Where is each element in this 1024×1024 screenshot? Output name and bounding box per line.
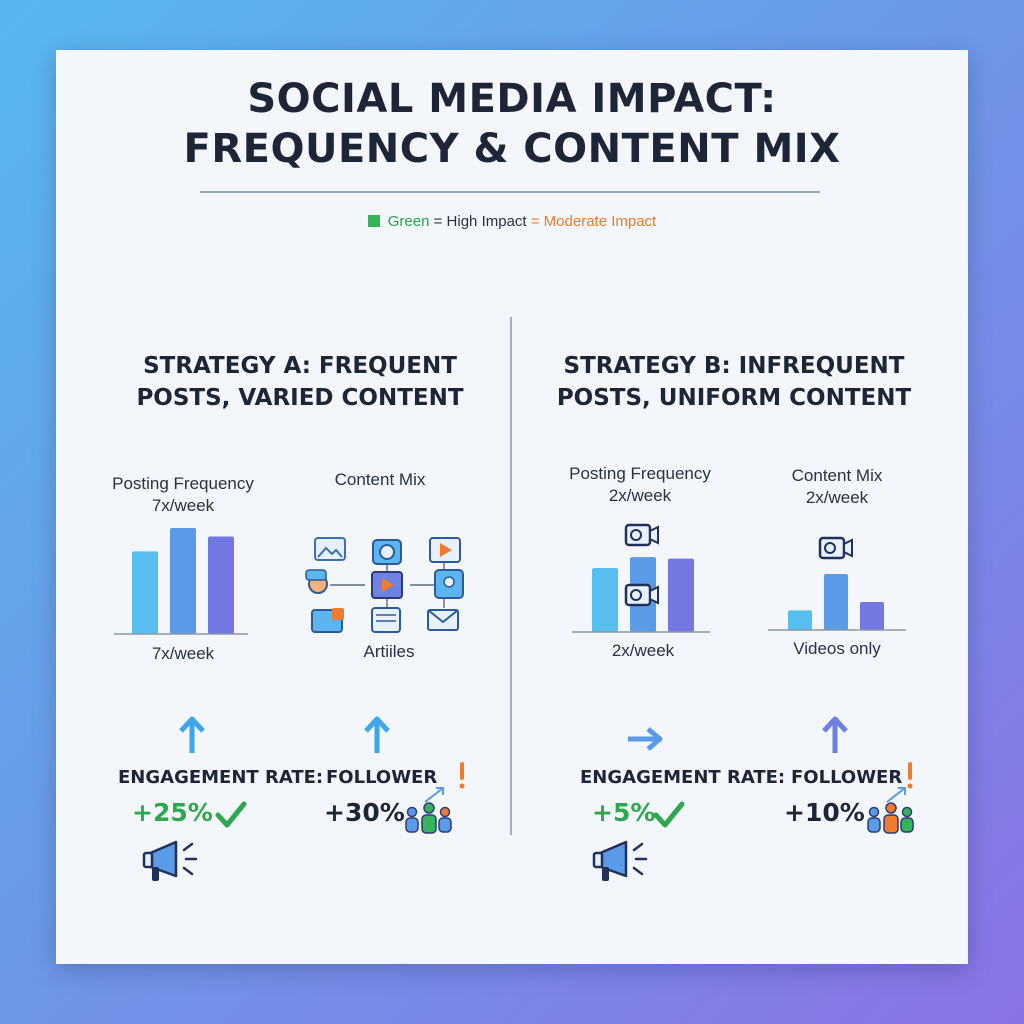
strategy-b-engagement-value: +5% [592, 798, 656, 827]
video-camera-icon [624, 583, 659, 607]
strategy-b-content-mix-value: 2x/week [805, 488, 869, 507]
legend: Green = High Impact = Moderate Impact [0, 213, 1024, 230]
strategy-b-heading-line1: STRATEGY B: INFREQUENT [563, 353, 905, 379]
strategy-b-frequency-bar [592, 568, 618, 632]
legend-high-impact: = High Impact [429, 213, 531, 230]
strategy-b-frequency-label: Posting Frequency 2x/week [550, 463, 730, 507]
exclamation-icon [459, 762, 465, 789]
strategy-a-frequency-bar [132, 551, 158, 634]
strategy-b-content-mix-bar [788, 610, 812, 630]
strategy-a-follower-label: FOLLOWER [326, 767, 438, 788]
strategy-b-frequency-value: 2x/week [608, 486, 672, 505]
title-divider [200, 191, 820, 193]
strategy-b-engagement-label: ENGAGEMENT RATE: [580, 767, 786, 788]
article-icon [371, 607, 401, 633]
strategy-a-frequency-value: 7x/week [151, 496, 215, 515]
strategy-a-heading: STRATEGY A: FREQUENT POSTS, VARIED CONTE… [80, 350, 520, 414]
video-camera-icon [818, 536, 853, 560]
page-title-line1: SOCIAL MEDIA IMPACT: [247, 76, 777, 122]
legend-green-word: Green [387, 213, 430, 230]
strategy-b-content-mix-bar [860, 602, 884, 630]
user-card-icon [434, 569, 464, 599]
strategy-b-content-mix-bar [824, 574, 848, 630]
strategy-b-content-mix-title: Content Mix [791, 466, 883, 485]
strategy-a-engagement-label: ENGAGEMENT RATE: [118, 767, 324, 788]
strategy-a-heading-line2: POSTS, VARIED CONTENT [136, 385, 464, 411]
exclamation-icon [907, 762, 913, 789]
image-icon [314, 537, 346, 561]
strategy-a-follower-value: +30% [324, 798, 405, 827]
envelope-icon [427, 609, 459, 631]
strategy-b-frequency-bar [668, 558, 694, 632]
strategy-b-follower-value: +10% [784, 798, 865, 827]
page-title-line2: FREQUENCY & CONTENT MIX [183, 126, 841, 172]
video-camera-icon [624, 523, 659, 547]
play-button-icon [429, 537, 461, 563]
followers-group-icon [405, 787, 452, 834]
strategy-a-frequency-label: Posting Frequency 7x/week [93, 473, 273, 517]
megaphone-icon [592, 840, 648, 881]
chat-user-icon [305, 569, 328, 594]
strategy-b-heading: STRATEGY B: INFREQUENT POSTS, UNIFORM CO… [514, 350, 954, 414]
strategy-b-frequency-title: Posting Frequency [569, 464, 711, 483]
strategy-a-frequency-bar [170, 528, 196, 634]
followers-group-icon [867, 787, 914, 834]
strategy-a-frequency-chart [114, 528, 248, 635]
legend-swatch-high [367, 215, 380, 227]
strategy-a-content-mix-caption: Artiiles [363, 642, 415, 661]
strategy-a-frequency-caption: 7x/week [151, 644, 215, 663]
right-arrow-icon [628, 727, 663, 751]
checkmark-icon [215, 801, 247, 828]
strategy-a-content-icons [305, 537, 464, 633]
up-arrow-icon [822, 716, 848, 753]
strategy-b-heading-line2: POSTS, UNIFORM CONTENT [556, 385, 912, 411]
strategy-a-heading-line1: STRATEGY A: FREQUENT [143, 353, 457, 379]
strategy-b-frequency-caption: 2x/week [611, 641, 675, 660]
strategy-b-frequency-chart [572, 523, 710, 633]
megaphone-icon [142, 840, 198, 881]
strategy-a-frequency-title: Posting Frequency [112, 474, 254, 493]
strategy-divider [510, 317, 512, 835]
up-arrow-icon [179, 716, 205, 753]
checkmark-icon [653, 801, 685, 828]
legend-moderate-impact: = Moderate Impact [530, 213, 657, 230]
strategy-b-content-mix-caption: Videos only [793, 639, 881, 658]
strategy-b-follower-label: FOLLOWER [791, 767, 903, 788]
video-play-icon [371, 571, 403, 599]
strategy-a-engagement-value: +25% [132, 798, 213, 827]
infographic-card [56, 50, 968, 964]
profile-icon [372, 539, 402, 565]
photo-stack-icon [311, 608, 344, 633]
strategy-b-content-mix-chart [768, 536, 906, 631]
strategy-a-frequency-bar [208, 536, 234, 634]
strategy-b-content-mix-label: Content Mix 2x/week [757, 465, 917, 509]
up-arrow-icon [364, 716, 390, 753]
strategy-a-content-mix-label: Content Mix [334, 470, 426, 489]
